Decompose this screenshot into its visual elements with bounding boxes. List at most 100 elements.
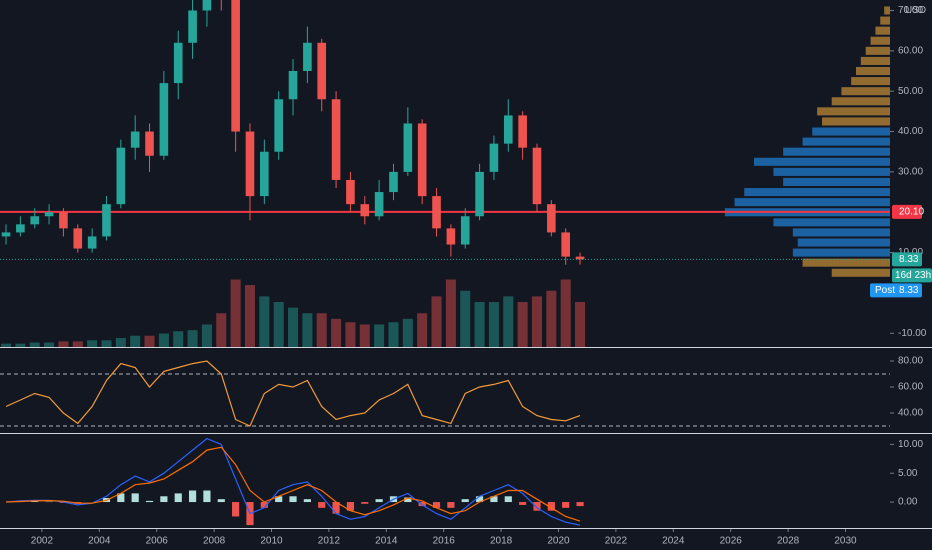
macd-histogram-bar <box>504 496 512 503</box>
y-tick-label: 10.00 <box>898 439 923 450</box>
volume-bar <box>359 324 370 347</box>
volume-bar <box>531 296 543 347</box>
last-price-label: 8.33 <box>899 254 919 265</box>
macd-histogram-bar <box>160 496 168 503</box>
candle-body <box>245 131 255 197</box>
volume-bar <box>187 330 198 347</box>
macd-histogram-bar <box>117 493 125 503</box>
volume-profile-bar <box>802 258 890 267</box>
x-tick-label: 2020 <box>547 536 570 547</box>
volume-bar <box>29 342 40 347</box>
price-label-box <box>892 252 922 267</box>
volume-profile-bar <box>792 228 890 237</box>
x-tick-label: 2022 <box>605 536 628 547</box>
volume-profile-bar <box>860 56 890 65</box>
macd-histogram-bar <box>346 502 355 511</box>
post-label: Post <box>875 285 895 296</box>
macd-histogram-bar <box>375 499 383 503</box>
volume-profile-bar <box>817 107 890 116</box>
volume-profile-bar <box>851 77 890 86</box>
candle-body <box>116 147 126 205</box>
macd-histogram-bar <box>188 490 197 503</box>
volume-bar <box>316 313 327 347</box>
x-tick-label: 2026 <box>720 536 743 547</box>
volume-profile-bar <box>734 198 890 207</box>
candle-body <box>145 131 154 156</box>
candle-body <box>87 236 97 249</box>
x-tick-label: 2024 <box>662 536 685 547</box>
volume-bar <box>230 279 241 347</box>
volume-profile-bar <box>875 26 890 35</box>
y-tick-label: 30.00 <box>898 167 923 178</box>
macd-histogram-bar <box>318 502 326 508</box>
volume-profile-bar <box>792 248 890 257</box>
volume-bar <box>58 341 69 347</box>
macd-histogram-bar <box>432 502 441 508</box>
volume-profile-bar <box>754 157 890 166</box>
volume-bar <box>259 296 270 347</box>
macd-histogram-bar <box>332 502 340 514</box>
volume-bar <box>560 279 571 347</box>
volume-bar <box>517 302 528 347</box>
volume-bar <box>431 296 442 347</box>
macd-histogram-bar <box>418 502 426 507</box>
post-price-label: 8.33 <box>899 285 919 296</box>
volume-bar <box>460 290 471 347</box>
macd-line <box>5 437 581 526</box>
candle-body <box>460 216 470 245</box>
signal-line <box>5 446 581 522</box>
volume-profile-bar <box>744 188 890 197</box>
volume-bar <box>488 302 499 347</box>
candle-body <box>389 171 398 193</box>
countdown-box <box>892 268 932 283</box>
candle-body <box>403 123 413 172</box>
volume-bar <box>546 290 557 347</box>
candle-body <box>317 42 327 100</box>
volume-bar <box>158 333 169 347</box>
volume-bar <box>101 340 112 347</box>
volume-profile-bar <box>841 87 890 96</box>
y-tick-label: 60.00 <box>898 382 923 393</box>
volume-bar <box>273 302 284 347</box>
macd-histogram-bar <box>145 500 154 503</box>
candle-body <box>59 212 68 229</box>
candle-body <box>16 224 25 233</box>
y-tick-label: 40.00 <box>898 126 923 137</box>
x-tick-label: 2002 <box>31 536 54 547</box>
volume-profile-bar <box>797 238 890 247</box>
macd-histogram-bar <box>217 499 225 503</box>
volume-profile-bar <box>822 117 890 126</box>
volume-profile-bar <box>880 16 890 25</box>
candle-body <box>30 216 40 225</box>
candle-body <box>360 204 370 217</box>
x-tick-label: 2016 <box>433 536 456 547</box>
volume-bar <box>417 313 428 347</box>
candle-body <box>561 232 570 257</box>
macd-histogram-bar <box>475 496 484 503</box>
price-label-box <box>892 204 922 219</box>
volume-profile-bar <box>773 167 890 176</box>
volume-bar <box>374 324 385 347</box>
candle-body <box>446 228 456 245</box>
volume-bar <box>201 324 212 347</box>
candle-body <box>518 115 527 148</box>
countdown-label: 16d 23h <box>895 270 931 281</box>
candle-body <box>503 115 513 144</box>
candle-body <box>432 196 441 229</box>
volume-bar <box>345 322 356 347</box>
candle-body <box>202 0 212 11</box>
candle-body <box>547 204 556 233</box>
rsi-pane <box>0 360 890 427</box>
axes: 70.00 60.00 50.00 40.00 30.00 10.00 -10.00 80.0… <box>31 5 932 547</box>
volume-bar <box>115 338 126 347</box>
macd-histogram-bar <box>490 496 498 503</box>
volume-bar <box>575 302 586 347</box>
candle-body <box>130 131 140 148</box>
volume-profile-bar <box>870 36 890 45</box>
volume-bar <box>72 341 83 347</box>
macd-histogram-bar <box>203 490 211 503</box>
volume-bar <box>402 318 413 347</box>
volume-bar <box>144 335 155 347</box>
volume-bar <box>15 343 26 347</box>
